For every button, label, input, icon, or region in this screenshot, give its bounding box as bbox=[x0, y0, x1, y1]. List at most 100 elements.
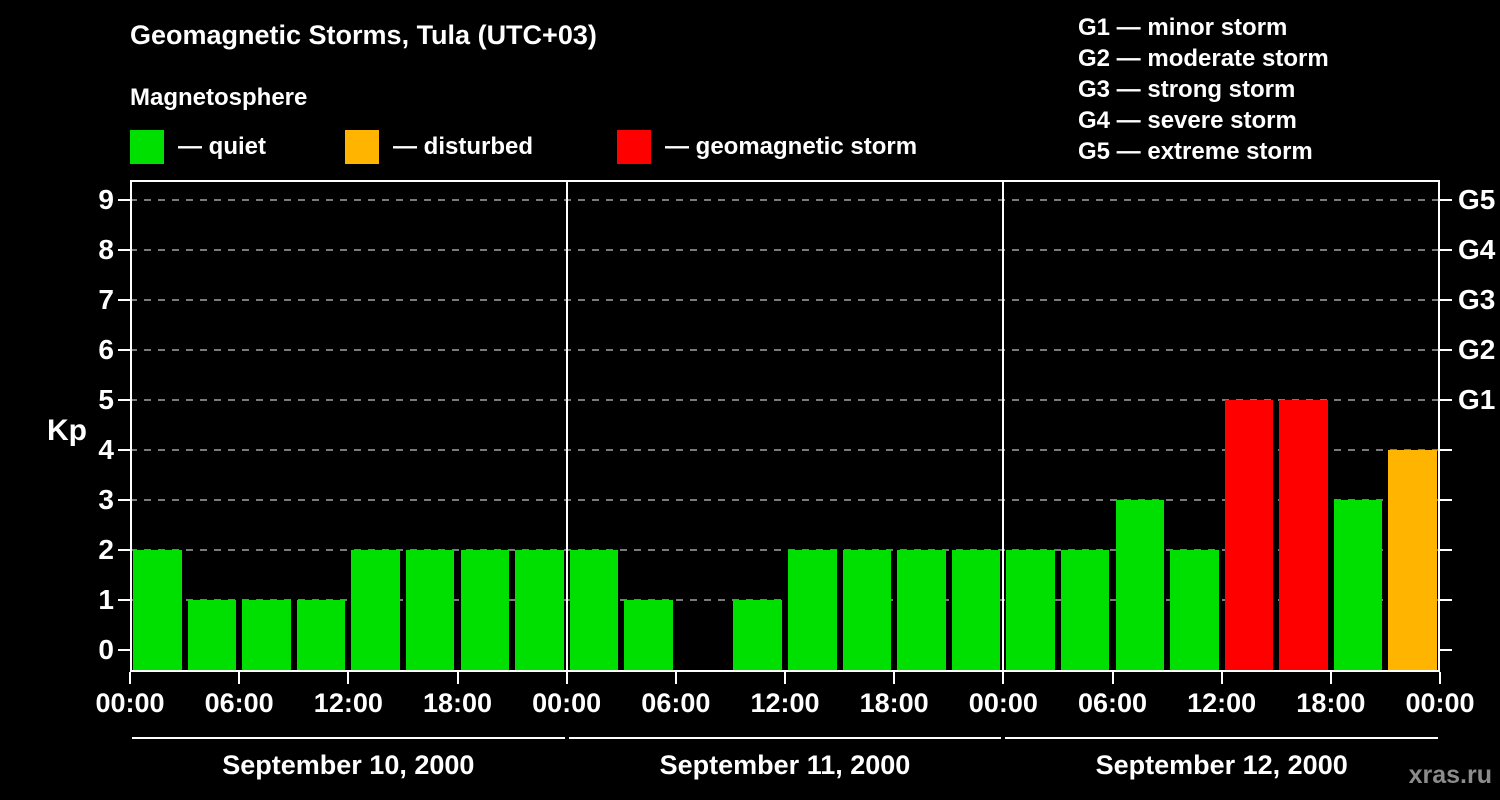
day-separator bbox=[1002, 180, 1005, 672]
kp-bar bbox=[951, 550, 1001, 672]
g-legend-line-g3: G3 — strong storm bbox=[1078, 76, 1296, 103]
kp-bar bbox=[733, 600, 782, 672]
y-tick-left bbox=[118, 449, 130, 451]
x-tick bbox=[674, 672, 677, 684]
y-tick-left bbox=[118, 549, 130, 551]
y-tick-right bbox=[1440, 199, 1452, 201]
kp-bar bbox=[788, 550, 837, 672]
x-tick-label: 00:00 bbox=[95, 688, 165, 718]
kp-bar bbox=[296, 600, 346, 672]
y-axis-title: Kp bbox=[47, 414, 87, 447]
y-tick-label: 4 bbox=[98, 434, 114, 465]
x-tick bbox=[565, 672, 568, 684]
g-scale-legend: G1 — minor storm G2 — moderate storm G3 … bbox=[1078, 12, 1329, 167]
y-tick-label: 9 bbox=[98, 184, 114, 215]
magnetosphere-label: Magnetosphere bbox=[130, 84, 308, 111]
kp-bar bbox=[242, 600, 291, 672]
legend-label-disturbed: — disturbed bbox=[393, 133, 534, 160]
x-tick bbox=[1002, 672, 1005, 684]
y-tick-right bbox=[1440, 349, 1452, 351]
kp-bar bbox=[1115, 500, 1165, 672]
legend-item-disturbed: — disturbed bbox=[345, 130, 533, 164]
x-tick bbox=[1111, 672, 1114, 684]
gridline-kp-2 bbox=[130, 549, 1440, 551]
y-tick-right bbox=[1440, 449, 1452, 451]
kp-bar bbox=[1333, 500, 1383, 672]
x-tick bbox=[784, 672, 786, 684]
kp-bar bbox=[842, 550, 892, 672]
kp-bar bbox=[1388, 450, 1437, 672]
y-tick-left bbox=[118, 249, 130, 251]
g-legend-line-g5: G5 — extreme storm bbox=[1078, 138, 1313, 165]
y-tick-right bbox=[1440, 299, 1452, 301]
x-tick-label: 12:00 bbox=[750, 688, 820, 718]
day-separator bbox=[565, 180, 568, 672]
x-tick bbox=[129, 672, 131, 684]
gridline-kp-9 bbox=[130, 199, 1440, 201]
x-tick bbox=[456, 672, 459, 684]
y-tick-label: 3 bbox=[98, 484, 114, 515]
legend-item-storm: — geomagnetic storm bbox=[617, 130, 917, 164]
gridline-kp-6 bbox=[130, 349, 1440, 351]
y-tick-left bbox=[118, 599, 130, 601]
y-tick-label: 0 bbox=[98, 634, 114, 665]
g-legend-line-g4: G4 — severe storm bbox=[1078, 107, 1297, 134]
x-tick bbox=[1439, 672, 1441, 684]
g-level-label-g3: G3 bbox=[1458, 284, 1496, 315]
x-tick bbox=[238, 672, 241, 684]
x-tick-label: 06:00 bbox=[204, 688, 274, 718]
y-tick-label: 1 bbox=[98, 584, 114, 615]
g-level-label-g5: G5 bbox=[1458, 184, 1496, 215]
x-tick-label: 18:00 bbox=[859, 688, 929, 718]
y-tick-label: 7 bbox=[98, 284, 114, 315]
x-tick bbox=[347, 672, 350, 684]
kp-bar bbox=[1060, 550, 1110, 672]
g-level-label-g2: G2 bbox=[1458, 334, 1496, 365]
g-legend-line-g1: G1 — minor storm bbox=[1078, 14, 1288, 41]
storm-color-swatch bbox=[617, 130, 651, 164]
kp-bar bbox=[1224, 400, 1274, 672]
kp-bar bbox=[624, 600, 673, 672]
x-tick bbox=[1329, 672, 1332, 684]
quiet-color-swatch bbox=[130, 130, 164, 164]
g-level-label-g4: G4 bbox=[1458, 234, 1496, 265]
date-label: September 11, 2000 bbox=[659, 750, 911, 780]
gridline-kp-1 bbox=[130, 599, 1440, 601]
gridline-kp-3 bbox=[130, 499, 1440, 501]
x-tick-label: 18:00 bbox=[1296, 688, 1366, 718]
x-tick-label: 12:00 bbox=[313, 688, 383, 718]
x-tick bbox=[893, 672, 896, 684]
g-level-label-g1: G1 bbox=[1458, 384, 1496, 415]
g-legend-line-g2: G2 — moderate storm bbox=[1078, 45, 1329, 72]
x-tick-label: 06:00 bbox=[1077, 688, 1148, 718]
y-tick-left bbox=[118, 199, 130, 201]
x-tick-label: 06:00 bbox=[641, 688, 711, 718]
watermark: xras.ru bbox=[1408, 761, 1492, 789]
kp-bar bbox=[133, 550, 182, 672]
gridline-kp-8 bbox=[130, 249, 1440, 251]
legend-item-quiet: — quiet bbox=[130, 130, 266, 164]
y-tick-left bbox=[118, 299, 130, 301]
y-tick-right bbox=[1440, 399, 1452, 401]
y-tick-label: 8 bbox=[98, 234, 114, 265]
x-tick bbox=[1220, 672, 1223, 684]
kp-bar bbox=[1279, 400, 1328, 672]
kp-bar bbox=[1006, 550, 1055, 672]
y-tick-label: 6 bbox=[98, 334, 114, 365]
date-bracket bbox=[568, 737, 1002, 739]
x-tick-label: 18:00 bbox=[422, 688, 493, 718]
x-tick-label: 12:00 bbox=[1187, 688, 1257, 718]
y-tick-right bbox=[1440, 499, 1452, 501]
x-tick-label: 00:00 bbox=[1405, 688, 1475, 718]
gridline-kp-5 bbox=[130, 399, 1440, 401]
y-tick-right bbox=[1440, 549, 1452, 551]
date-label: September 12, 2000 bbox=[1095, 750, 1348, 780]
kp-bar bbox=[515, 550, 564, 672]
kp-bar bbox=[460, 550, 510, 672]
gridline-kp-7 bbox=[130, 299, 1440, 301]
x-tick-label: 00:00 bbox=[532, 688, 602, 718]
chart-title: Geomagnetic Storms, Tula (UTC+03) bbox=[130, 20, 597, 50]
legend-label-storm: — geomagnetic storm bbox=[665, 133, 918, 160]
y-tick-left bbox=[118, 649, 130, 651]
date-bracket bbox=[132, 737, 565, 739]
